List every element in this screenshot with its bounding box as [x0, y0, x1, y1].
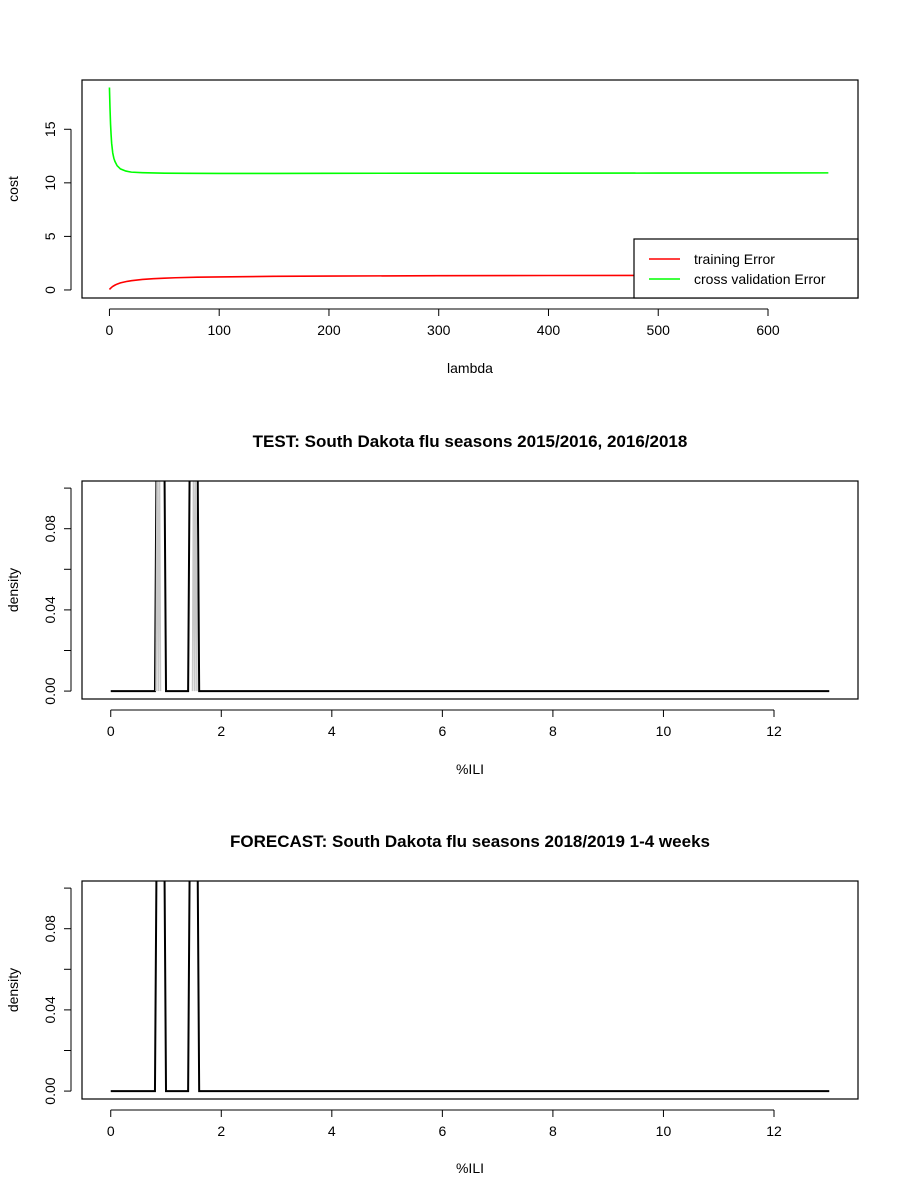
x-tick-label: 0 [107, 723, 115, 739]
x-axis: 0 100 200 300 400 500 600 [106, 308, 780, 338]
x-axis-title: %ILI [456, 761, 484, 777]
y-tick-label: 15 [42, 121, 58, 137]
x-tick-label: 10 [656, 1123, 672, 1139]
x-axis-title: %ILI [456, 1160, 484, 1176]
x-axis: 0 2 4 6 8 10 12 [107, 709, 782, 739]
y-tick-label: 0.04 [42, 996, 58, 1023]
chart-title: FORECAST: South Dakota flu seasons 2018/… [230, 832, 710, 851]
x-tick-label: 2 [217, 1123, 225, 1139]
legend-label: training Error [694, 251, 775, 267]
series-line-1 [110, 881, 830, 1093]
y-tick-label: 0 [42, 286, 58, 294]
x-tick-label: 2 [217, 723, 225, 739]
x-tick-label: 0 [107, 1123, 115, 1139]
y-tick-label: 0.04 [42, 596, 58, 623]
x-tick-label: 8 [549, 723, 557, 739]
series-line-3 [191, 481, 198, 692]
x-axis: 0 2 4 6 8 10 12 [107, 1109, 782, 1139]
x-tick-label: 12 [766, 723, 782, 739]
series-line-2 [108, 87, 829, 175]
x-tick-label: 4 [328, 1123, 336, 1139]
y-axis: 0.00 0.04 0.08 [42, 487, 72, 705]
y-tick-label: 0.08 [42, 915, 58, 942]
y-tick-label: 5 [42, 232, 58, 240]
series-line-1 [110, 481, 830, 693]
x-tick-label: 600 [756, 322, 780, 338]
x-tick-label: 400 [537, 322, 561, 338]
y-tick-label: 0.08 [42, 515, 58, 542]
y-axis-title: cost [5, 176, 21, 202]
x-tick-label: 500 [647, 322, 671, 338]
y-tick-label: 0.00 [42, 1077, 58, 1104]
legend-box [633, 238, 859, 299]
x-tick-label: 8 [549, 1123, 557, 1139]
plot-frame [81, 480, 859, 700]
panel-1: 0 100 200 300 400 500 600 0 5 10 15 lambda cost train… [5, 79, 859, 376]
y-axis: 0 5 10 15 [42, 121, 72, 294]
legend-label: cross validation Error [694, 271, 826, 287]
y-axis-title: density [5, 568, 21, 612]
x-axis-title: lambda [447, 360, 493, 376]
panel-3: 0 2 4 6 8 10 12 0.00 0.04 0.08 %ILI density FORECAST… [5, 832, 859, 1176]
x-tick-label: 0 [106, 322, 114, 338]
x-tick-label: 6 [438, 1123, 446, 1139]
plot-frame [81, 79, 859, 299]
y-tick-label: 10 [42, 175, 58, 191]
series-line-2 [155, 481, 162, 692]
x-tick-label: 200 [317, 322, 341, 338]
chart-title: TEST: South Dakota flu seasons 2015/2016… [253, 432, 688, 451]
plot-frame [81, 880, 859, 1100]
y-tick-label: 0.00 [42, 677, 58, 704]
x-tick-label: 300 [427, 322, 451, 338]
panel-2: 0 2 4 6 8 10 12 0.00 0.04 0.08 %ILI density TEST: So… [5, 432, 859, 777]
y-axis: 0.00 0.04 0.08 [42, 887, 72, 1105]
x-tick-label: 12 [766, 1123, 782, 1139]
y-axis-title: density [5, 968, 21, 1012]
series-line-1 [108, 274, 829, 291]
x-tick-label: 4 [328, 723, 336, 739]
x-tick-label: 100 [208, 322, 232, 338]
x-tick-label: 10 [656, 723, 672, 739]
legend: training Error cross validation Error [633, 238, 859, 299]
x-tick-label: 6 [438, 723, 446, 739]
